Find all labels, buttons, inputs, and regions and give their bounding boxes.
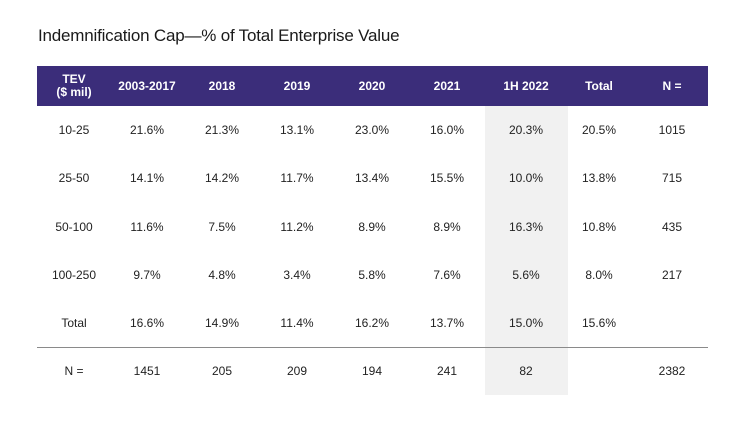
column-header-5: 2021 [433,79,461,93]
column-header-2: 2018 [208,79,236,93]
table-cell: 23.0% [354,123,390,137]
row-label: 10-25 [58,123,90,137]
column-header-6: 1H 2022 [503,79,549,93]
table-cell: 20.5% [581,123,617,137]
table-cell: 11.7% [280,171,314,185]
table-cell: 13.1% [279,123,315,137]
table-cell: 10.0% [508,171,544,185]
table-cell: 715 [661,171,683,185]
table-cell: 13.8% [581,171,617,185]
column-header-0: TEV ($ mil) [56,72,92,99]
table-header: TEV ($ mil) 2003-2017 2018 2019 2020 2021 1H 2… [37,66,708,106]
row-label: 25-50 [58,171,90,185]
table-cell: 1015 [658,123,686,137]
table-cell: 3.4% [283,268,311,282]
table-cell: 15.6% [581,316,617,330]
table-cell: 8.9% [358,220,386,234]
table-cell: 21.3% [204,123,240,137]
table-cell: 8.0% [585,268,613,282]
table-cell: 217 [661,268,683,282]
table-cell: 205 [211,364,233,378]
n-row-divider [37,347,708,348]
table-cell: 11.2% [280,220,314,234]
table-cell: 21.6% [129,123,165,137]
table-cell: 14.9% [204,316,240,330]
table-cell: 16.3% [508,220,544,234]
table-cell: 15.5% [429,171,465,185]
page-title: Indemnification Cap—% of Total Enterpris… [38,26,400,45]
table-cell: 14.2% [204,171,240,185]
column-header-3: 2019 [283,79,311,93]
table-cell: 16.0% [429,123,465,137]
column-header-7: Total [585,79,613,93]
table-cell: 2382 [658,364,686,378]
column-header-4: 2020 [358,79,386,93]
table-cell: 4.8% [208,268,236,282]
table-cell: 11.6% [130,220,164,234]
column-header-8: N = [662,79,682,93]
table-cell: 7.6% [433,268,461,282]
table-cell: 11.4% [280,316,314,330]
column-header-1: 2003-2017 [118,79,176,93]
row-label: 50-100 [55,220,93,234]
table-cell: 16.2% [354,316,390,330]
table-cell: 1451 [133,364,161,378]
table-cell: 5.8% [358,268,386,282]
table-cell: 13.4% [354,171,390,185]
row-label: 100-250 [51,268,97,282]
highlight-column-1h-2022 [485,106,568,395]
table-cell: 9.7% [133,268,161,282]
table-cell: 13.7% [429,316,465,330]
table-cell: 14.1% [129,171,165,185]
table-cell: 16.6% [129,316,165,330]
table-cell: 7.5% [208,220,236,234]
table-cell: 82 [519,364,533,378]
table-cell: 209 [286,364,308,378]
row-label: N = [64,364,84,378]
table-cell: 194 [361,364,383,378]
row-label: Total [61,316,87,330]
table-cell: 241 [436,364,458,378]
table-cell: 15.0% [508,316,544,330]
table-cell: 20.3% [508,123,544,137]
table-cell: 5.6% [512,268,540,282]
table-cell: 10.8% [581,220,617,234]
table-cell: 435 [661,220,683,234]
table-cell: 8.9% [433,220,461,234]
